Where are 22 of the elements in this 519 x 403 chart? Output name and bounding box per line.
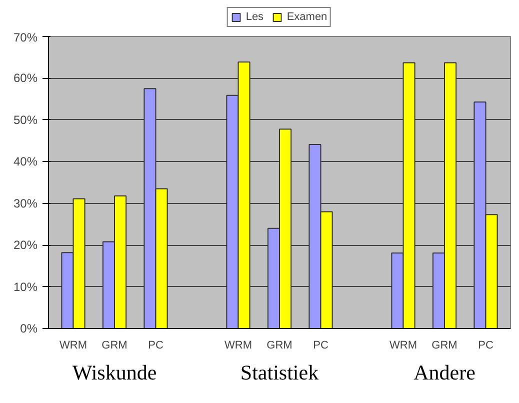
y-tick-label: 60% [13, 71, 38, 86]
y-tick-label: 40% [13, 154, 38, 169]
x-tick-label: PC [478, 340, 494, 352]
text: Wiskunde [72, 360, 157, 384]
y-tick-label: 50% [13, 112, 38, 127]
y-tick-label: 0% [20, 322, 38, 336]
text: Statistiek [240, 360, 320, 384]
x-tick-label: GRM [432, 340, 458, 352]
x-tick-label: PC [148, 340, 164, 352]
y-tick-label: 30% [13, 196, 38, 210]
y-tick-label: 20% [13, 238, 38, 252]
x-tick-label: GRM [102, 340, 128, 352]
x-tick-label: GRM [266, 340, 292, 352]
legend-label: Examen [286, 11, 328, 23]
x-tick-label: WRM [60, 340, 88, 352]
legend-label: Les [246, 11, 265, 23]
y-tick-label: 70% [13, 30, 38, 44]
text: Andere [414, 360, 476, 384]
x-tick-label: WRM [224, 340, 252, 352]
x-tick-label: WRM [390, 340, 418, 352]
x-tick-label: PC [313, 340, 328, 352]
y-tick-label: 10% [13, 280, 38, 294]
